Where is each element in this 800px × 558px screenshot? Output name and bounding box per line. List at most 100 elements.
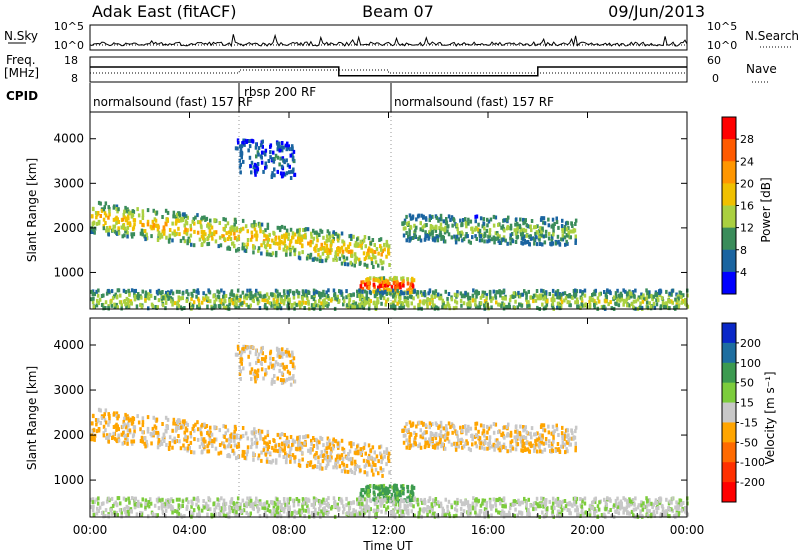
echo-cell [319, 463, 322, 467]
echo-cell [366, 291, 369, 295]
echo-cell [497, 510, 500, 514]
echo-cell [422, 225, 425, 229]
echo-cell [525, 229, 528, 233]
echo-cell [259, 437, 262, 441]
echo-cell [319, 259, 322, 263]
echo-cell [260, 459, 263, 463]
echo-cell [171, 238, 174, 242]
echo-cell [414, 234, 417, 238]
echo-cell [342, 457, 345, 461]
echo-cell [261, 151, 264, 155]
echo-cell [292, 246, 295, 250]
echo-cell [172, 439, 175, 443]
echo-cell [406, 238, 409, 242]
echo-cell [240, 369, 243, 373]
echo-cell [249, 144, 252, 148]
echo-cell [290, 383, 293, 387]
echo-cell [228, 442, 231, 446]
echo-cell [545, 437, 548, 441]
echo-cell [544, 240, 547, 244]
echo-cell [190, 243, 193, 247]
echo-cell [653, 510, 656, 514]
echo-cell [368, 303, 371, 307]
echo-cell [429, 509, 432, 513]
colorbar-tick-label: 24 [740, 155, 754, 168]
echo-cell [262, 230, 265, 234]
echo-cell [197, 288, 200, 292]
echo-cell [380, 466, 383, 470]
echo-cell [219, 513, 222, 517]
echo-cell [124, 227, 127, 231]
cpid-row: CPID normalsound (fast) 157 RF rbsp 200 … [6, 83, 554, 112]
echo-cell [283, 248, 286, 252]
echo-cell [372, 473, 375, 477]
echo-cell [320, 454, 323, 458]
echo-cell [621, 298, 624, 302]
echo-cell [472, 299, 475, 303]
echo-cell [276, 300, 279, 304]
echo-cell [347, 294, 350, 298]
echo-cell [310, 235, 313, 239]
echo-cell [92, 292, 95, 296]
echo-cell [298, 291, 301, 295]
echo-cell [93, 435, 96, 439]
echo-cell [190, 234, 193, 238]
echo-cell [474, 298, 477, 302]
echo-cell [370, 248, 373, 252]
echo-cell [202, 291, 205, 295]
echo-cell [273, 380, 276, 384]
echo-cell [507, 423, 510, 427]
echo-cell [453, 424, 456, 428]
echo-cell [510, 433, 513, 437]
echo-cell [529, 296, 532, 300]
echo-cell [481, 294, 484, 298]
echo-cell [551, 449, 554, 453]
echo-cell [505, 513, 508, 517]
echo-cell [497, 237, 500, 241]
echo-cell [93, 305, 96, 309]
echo-cell [110, 508, 113, 512]
echo-cell [224, 425, 227, 429]
echo-cell [265, 245, 268, 249]
echo-cell [352, 235, 355, 239]
echo-cell [575, 235, 578, 239]
echo-cell [574, 300, 577, 304]
echo-cell [540, 289, 543, 293]
echo-cell [142, 497, 145, 501]
echo-cell [378, 238, 381, 242]
echo-cell [136, 414, 139, 418]
power-cbar-label: Power [dB] [759, 177, 773, 242]
echo-cell [236, 434, 239, 438]
echo-cell [392, 289, 395, 293]
echo-cell [342, 250, 345, 254]
echo-cell [429, 289, 432, 293]
echo-cell [206, 224, 209, 228]
echo-cell [246, 497, 249, 501]
echo-cell [309, 255, 312, 259]
echo-cell [432, 290, 435, 294]
echo-cell [381, 484, 384, 488]
echo-cell [679, 498, 682, 502]
echo-cell [111, 497, 114, 501]
echo-cell [208, 449, 211, 453]
echo-cell [307, 434, 310, 438]
echo-cell [480, 234, 483, 238]
echo-cell [552, 431, 555, 435]
echo-cell [268, 296, 271, 300]
echo-cell [325, 466, 328, 470]
echo-cell [503, 436, 506, 440]
echo-cell [112, 228, 115, 232]
echo-cell [633, 295, 636, 299]
echo-cell [268, 440, 271, 444]
echo-cell [351, 254, 354, 258]
echo-cell [141, 436, 144, 440]
echo-cell [323, 298, 326, 302]
echo-cell [456, 223, 459, 227]
echo-cell [544, 428, 547, 432]
echo-cell [593, 303, 596, 307]
echo-cell [92, 207, 95, 211]
echo-cell [150, 441, 153, 445]
echo-cell [347, 452, 350, 456]
echo-cell [420, 221, 423, 225]
echo-cell [312, 465, 315, 469]
